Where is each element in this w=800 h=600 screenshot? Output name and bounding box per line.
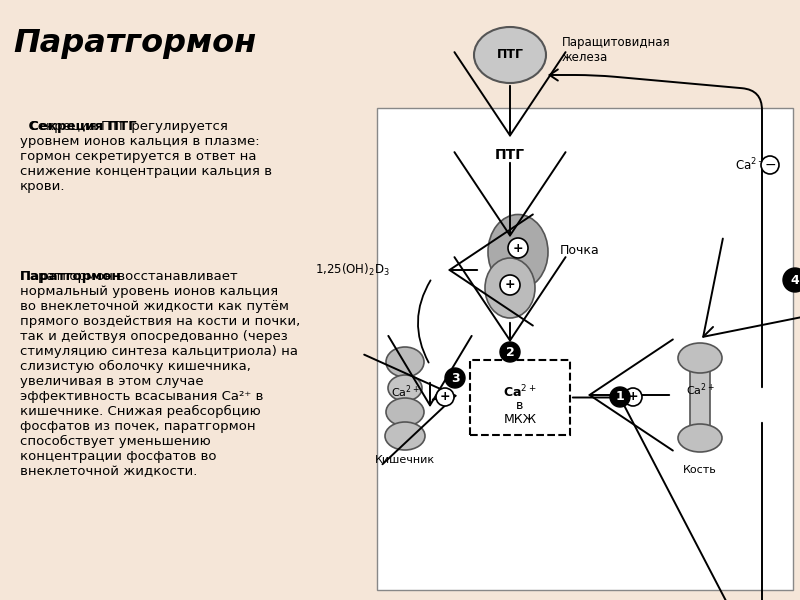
FancyArrowPatch shape — [550, 70, 762, 387]
Text: −: − — [764, 158, 776, 172]
Text: 3: 3 — [450, 371, 459, 385]
Text: 2: 2 — [506, 346, 514, 358]
Ellipse shape — [388, 375, 422, 401]
Text: Паратгормон: Паратгормон — [20, 270, 122, 283]
Text: 1,25(OH)$_2$D$_3$: 1,25(OH)$_2$D$_3$ — [315, 262, 390, 278]
Text: Паратгормон: Паратгормон — [13, 28, 256, 59]
Circle shape — [500, 275, 520, 295]
Circle shape — [508, 238, 528, 258]
Text: Ca$^{2+}$: Ca$^{2+}$ — [503, 384, 537, 401]
Text: +: + — [513, 241, 523, 254]
Text: Паращитовидная
железа: Паращитовидная железа — [562, 36, 670, 64]
Text: Кишечник: Кишечник — [375, 455, 435, 465]
Text: ПТГ: ПТГ — [497, 49, 523, 61]
Circle shape — [761, 156, 779, 174]
Text: Почка: Почка — [560, 244, 600, 257]
Ellipse shape — [678, 343, 722, 373]
Text: ПТГ: ПТГ — [495, 148, 525, 162]
Ellipse shape — [678, 424, 722, 452]
Text: Секреция ПТГ регулируется
уровнем ионов кальция в плазме:
гормон секретируется в: Секреция ПТГ регулируется уровнем ионов … — [20, 120, 272, 193]
Text: +: + — [440, 391, 450, 403]
Circle shape — [436, 388, 454, 406]
Ellipse shape — [488, 214, 548, 289]
Text: +: + — [628, 391, 638, 403]
Text: Ca$^{2+}$: Ca$^{2+}$ — [390, 384, 419, 400]
Ellipse shape — [474, 27, 546, 83]
Text: Ca$^{2+}$: Ca$^{2+}$ — [686, 382, 714, 398]
Circle shape — [500, 342, 520, 362]
Circle shape — [624, 388, 642, 406]
Bar — [690, 355, 710, 435]
Text: МКЖ: МКЖ — [503, 413, 537, 426]
Ellipse shape — [485, 258, 535, 318]
FancyBboxPatch shape — [470, 360, 570, 435]
Ellipse shape — [386, 398, 424, 426]
Text: Секреция ПТГ: Секреция ПТГ — [20, 120, 137, 133]
Ellipse shape — [385, 422, 425, 450]
Text: +: + — [505, 278, 515, 292]
Text: Паратгормон восстанавливает
нормальный уровень ионов кальция
во внеклеточной жид: Паратгормон восстанавливает нормальный у… — [20, 270, 300, 478]
Circle shape — [610, 387, 630, 407]
Bar — [377, 108, 793, 590]
Text: Кость: Кость — [683, 465, 717, 475]
Ellipse shape — [386, 347, 424, 377]
Circle shape — [783, 268, 800, 292]
Text: в: в — [516, 399, 524, 412]
Text: 1: 1 — [616, 391, 624, 403]
Text: Ca$^{2+}$: Ca$^{2+}$ — [735, 157, 766, 173]
Circle shape — [445, 368, 465, 388]
Text: 4: 4 — [790, 274, 799, 286]
